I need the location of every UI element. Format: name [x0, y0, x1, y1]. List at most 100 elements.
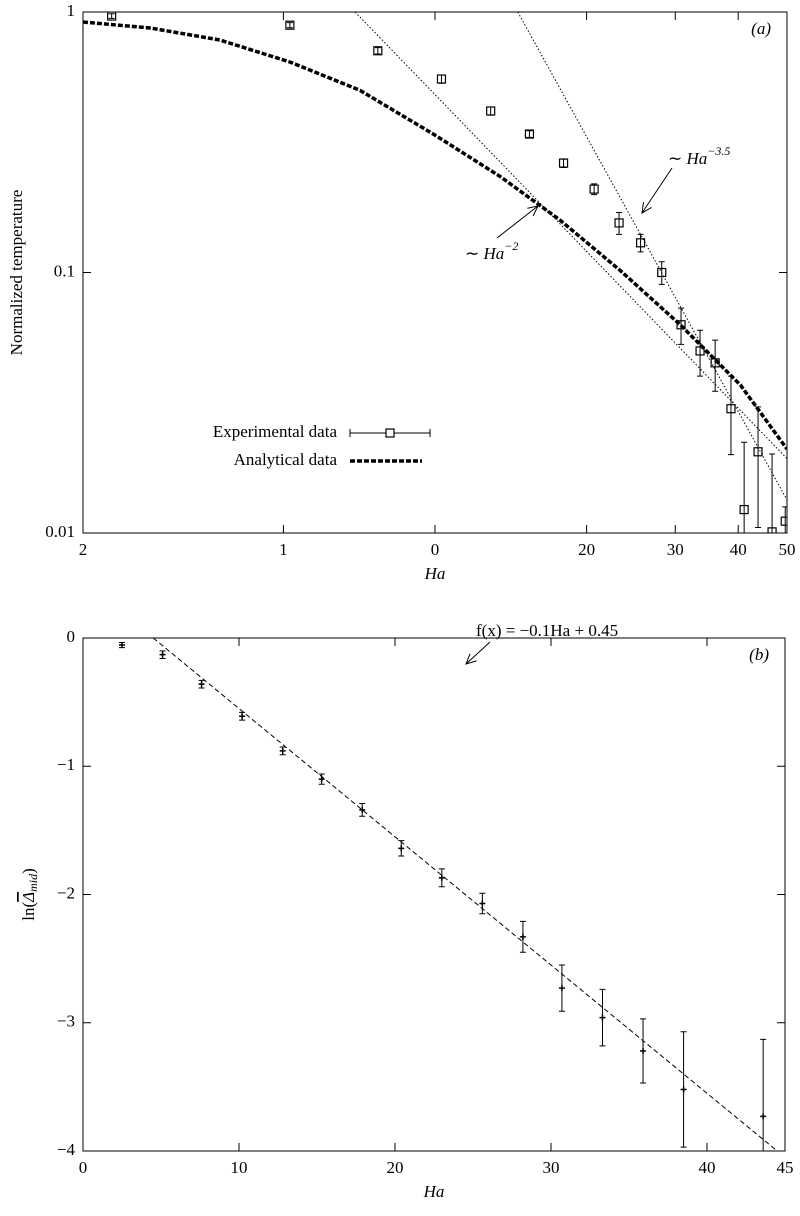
x-tick-label: 40: [730, 540, 747, 559]
data-point: [726, 404, 736, 414]
panel-label: (b): [749, 645, 769, 664]
legend-label: Experimental data: [213, 422, 338, 441]
data-point: [318, 776, 325, 783]
annotation-prefix: ∼: [465, 244, 484, 263]
y-label-sub: mid: [26, 873, 40, 892]
error-bar: [374, 47, 381, 55]
data-point: [198, 681, 205, 688]
annotation: ∼ Ha−3.5: [668, 144, 730, 168]
error-bar: [487, 106, 494, 116]
error-bar: [697, 329, 704, 377]
y-tick-label: −2: [57, 883, 75, 902]
data-point: [558, 985, 565, 992]
annotation: f(x) = −0.1Ha + 0.45: [476, 621, 618, 640]
error-bar: [769, 453, 776, 533]
x-tick-label: 2: [79, 540, 88, 559]
x-tick-label: 0: [431, 540, 440, 559]
x-tick-label: 20: [578, 540, 595, 559]
plot-area: [83, 12, 787, 533]
plot-frame: [82, 637, 786, 1152]
x-tick-label: 10: [231, 1158, 248, 1177]
error-bar: [727, 375, 734, 456]
analytical-line: [83, 20, 787, 451]
data-point: [159, 651, 166, 658]
annotation-prefix: ∼: [668, 149, 687, 168]
annotation-sup: −2: [504, 239, 518, 253]
data-point: [398, 845, 405, 852]
fit-line: [517, 12, 787, 501]
data-point: [614, 218, 624, 228]
annotation: ∼ Ha−2: [465, 239, 518, 263]
data-point: [373, 46, 383, 56]
x-tick-label: 30: [667, 540, 684, 559]
error-bar: [658, 261, 665, 285]
data-point: [739, 504, 749, 515]
x-axis-label: Ha: [423, 1182, 445, 1201]
error-bar: [616, 211, 623, 235]
data-point: [640, 1047, 647, 1054]
error-bar: [438, 74, 445, 84]
annotation-var: Ha: [483, 244, 505, 263]
legend-label: Analytical data: [234, 450, 338, 469]
legend-swatch-marker: [385, 428, 395, 438]
annotation-arrow: [465, 641, 491, 665]
y-tick-label: 0.1: [54, 261, 75, 280]
data-point: [680, 1086, 687, 1093]
data-point: [285, 20, 295, 30]
annotation-sup: −3.5: [707, 144, 730, 158]
x-tick-label: 30: [543, 1158, 560, 1177]
annotation-arrow: [496, 205, 539, 239]
x-axis-label: Ha: [424, 564, 446, 583]
y-axis-label: Normalized temperature: [7, 190, 26, 356]
y-axis-label: ln(Δmid): [19, 868, 40, 921]
data-point: [589, 184, 599, 194]
data-point: [676, 320, 686, 330]
data-point: [558, 158, 569, 168]
data-point: [107, 12, 117, 21]
x-tick-label: 40: [699, 1158, 716, 1177]
data-point: [279, 747, 286, 754]
x-tick-label: 20: [387, 1158, 404, 1177]
x-tick-label: 45: [777, 1158, 794, 1177]
data-point: [635, 238, 646, 248]
fit-line: [354, 12, 787, 459]
error-bar: [741, 441, 748, 533]
data-point: [760, 1113, 767, 1120]
annotation-var: Ha: [686, 149, 708, 168]
error-bar: [712, 339, 719, 392]
y-label-suffix: ): [19, 868, 38, 874]
data-point: [479, 900, 486, 907]
data-point: [657, 267, 667, 278]
x-tick-label: 0: [79, 1158, 88, 1177]
y-tick-label: 0.01: [45, 522, 75, 541]
data-point: [519, 933, 526, 940]
data-point: [486, 106, 496, 116]
y-label-symbol: Δ: [19, 892, 38, 903]
plot-area: [119, 638, 778, 1151]
data-point: [780, 516, 787, 526]
data-point: [239, 713, 246, 720]
error-bar: [526, 130, 533, 138]
data-point: [119, 642, 125, 649]
error-bar: [782, 506, 787, 533]
panel-label: (a): [751, 19, 771, 38]
data-point: [359, 806, 366, 813]
data-point: [753, 447, 763, 457]
data-point: [767, 527, 777, 533]
error-bar: [755, 406, 762, 528]
y-label-prefix: ln(: [19, 902, 38, 921]
error-bar: [286, 22, 293, 29]
data-point: [438, 874, 445, 881]
data-point: [436, 74, 447, 84]
error-bar: [637, 233, 644, 253]
x-tick-label: 1: [279, 540, 288, 559]
error-bar: [108, 13, 115, 19]
fit-line: [152, 638, 778, 1151]
data-point: [524, 129, 535, 139]
y-tick-label: −3: [57, 1012, 75, 1031]
y-tick-label: 0: [67, 627, 76, 646]
error-bar: [560, 158, 567, 168]
y-tick-label: 1: [67, 1, 76, 20]
y-tick-label: −4: [57, 1140, 76, 1159]
